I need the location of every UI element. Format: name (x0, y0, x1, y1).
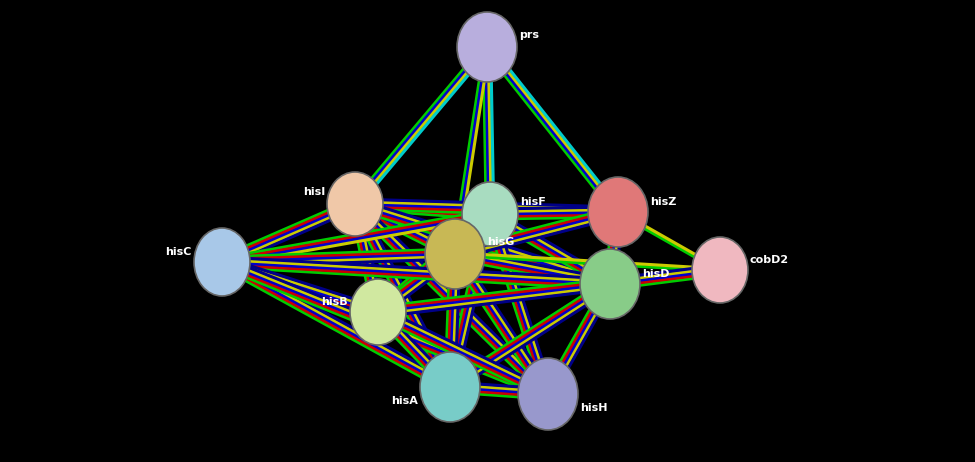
Ellipse shape (327, 172, 383, 236)
Ellipse shape (194, 228, 250, 296)
Ellipse shape (588, 177, 648, 247)
Ellipse shape (580, 249, 640, 319)
Text: hisC: hisC (166, 247, 192, 257)
Ellipse shape (462, 182, 518, 246)
Ellipse shape (350, 279, 406, 345)
Text: hisH: hisH (580, 403, 607, 413)
Ellipse shape (420, 352, 480, 422)
Text: hisD: hisD (642, 269, 670, 279)
Text: hisG: hisG (487, 237, 515, 247)
Text: hisB: hisB (322, 297, 348, 307)
Ellipse shape (457, 12, 517, 82)
Text: hisF: hisF (520, 197, 546, 207)
Ellipse shape (692, 237, 748, 303)
Text: cobD2: cobD2 (750, 255, 789, 265)
Text: hisA: hisA (391, 396, 418, 406)
Text: prs: prs (519, 30, 539, 40)
Ellipse shape (425, 219, 485, 289)
Text: hisI: hisI (303, 187, 325, 197)
Ellipse shape (518, 358, 578, 430)
Text: hisZ: hisZ (650, 197, 677, 207)
